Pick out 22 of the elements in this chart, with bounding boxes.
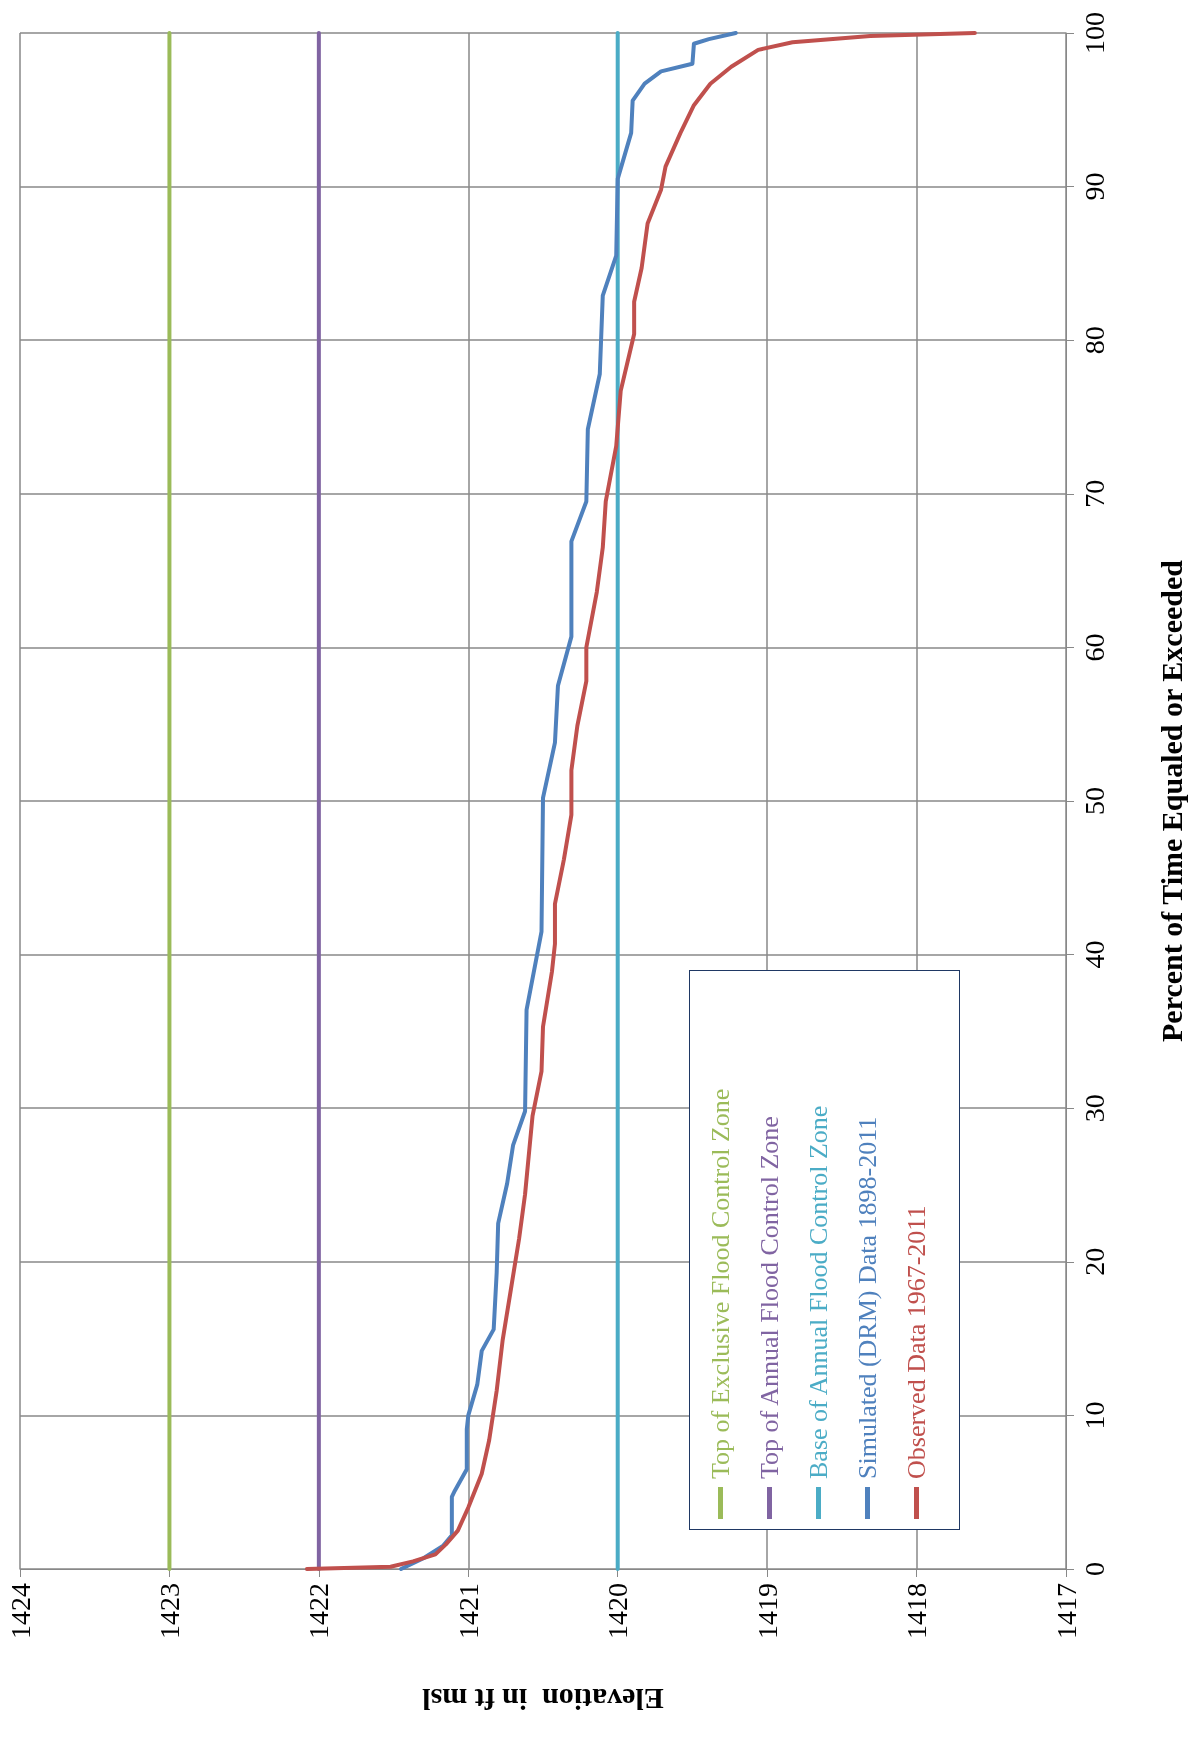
y-tick-label: 40 <box>1078 940 1110 969</box>
y-tick-label: 20 <box>1078 1247 1110 1276</box>
x-tick-label: 1419 <box>751 1583 783 1639</box>
y-tick-label: 70 <box>1078 479 1110 508</box>
x-tick-label: 1420 <box>602 1583 634 1639</box>
y-tick-label: 100 <box>1078 12 1110 54</box>
y-tick-label: 0 <box>1078 1562 1110 1576</box>
y-tick-label: 60 <box>1078 633 1110 662</box>
x-tick-label: 1421 <box>452 1583 484 1639</box>
y-tick-label: 80 <box>1078 326 1110 355</box>
x-tick-label: 1423 <box>153 1583 185 1639</box>
y-axis-title: Percent of Time Equaled or Exceeded <box>1154 559 1188 1042</box>
y-tick-label: 50 <box>1078 787 1110 815</box>
x-tick-label: 1424 <box>4 1583 36 1639</box>
y-tick-label: 10 <box>1078 1401 1110 1430</box>
x-tick-label: 1418 <box>901 1583 933 1639</box>
x-axis-title: Elevation in ft msl <box>422 1682 664 1716</box>
x-tick-label: 1417 <box>1050 1583 1082 1639</box>
x-tick-label: 1422 <box>303 1583 335 1639</box>
y-tick-label: 90 <box>1078 172 1110 201</box>
y-tick-label: 30 <box>1078 1094 1110 1123</box>
legend-frame: Top of Exclusive Flood Control Zone Top of Annual Flood Control Zone Base of Annual Flood Control Zone Simulated (DRM) Data 1898-2011 Observed Data 1967-2011 <box>689 970 960 1530</box>
